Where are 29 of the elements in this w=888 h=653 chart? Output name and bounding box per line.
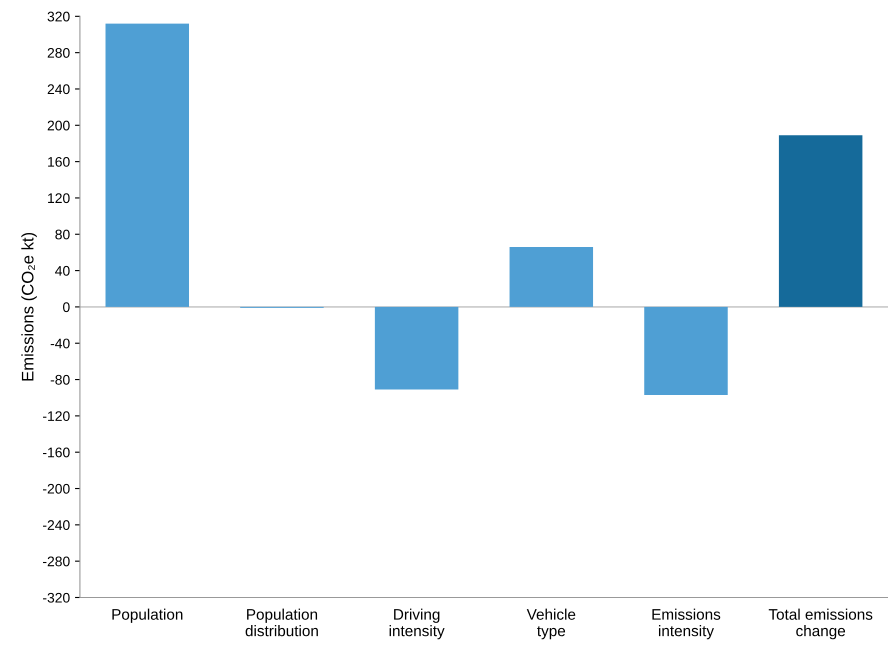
y-tick-label: -120 [43,411,70,422]
y-tick-label: -280 [43,556,70,566]
x-tick-label: Emissions intensity [652,608,720,640]
y-tick-label: 0 [63,302,70,312]
y-axis-title: Emissions (CO₂e kt) [21,232,37,381]
x-tick-label: Driving intensity [390,608,445,640]
bar [778,135,862,307]
y-tick-label: 240 [48,84,70,94]
y-tick-label: 80 [55,230,70,240]
bar [510,246,594,307]
bar [644,306,728,395]
y-tick-label: 320 [48,12,70,22]
y-tick-label: 40 [55,266,70,276]
y-tick-label: -240 [43,520,70,530]
y-tick-label: -160 [43,448,70,458]
y-tick-label: 280 [48,48,70,58]
y-tick-label: -80 [50,374,70,385]
y-tick-label: -200 [43,484,70,494]
y-tick-label: -320 [43,592,70,603]
bar [106,24,190,307]
x-tick-label: Population distribution [246,608,318,636]
y-tick-label: 160 [48,156,70,167]
x-tick-label: Vehicle type [526,608,576,640]
bar [374,306,458,390]
x-tick-label: Total emissions change [768,608,872,640]
x-tick-label: Population [112,608,182,623]
y-tick-label: 200 [48,120,70,130]
y-tick-label: -40 [50,338,70,348]
y-tick-label: 120 [48,193,70,204]
